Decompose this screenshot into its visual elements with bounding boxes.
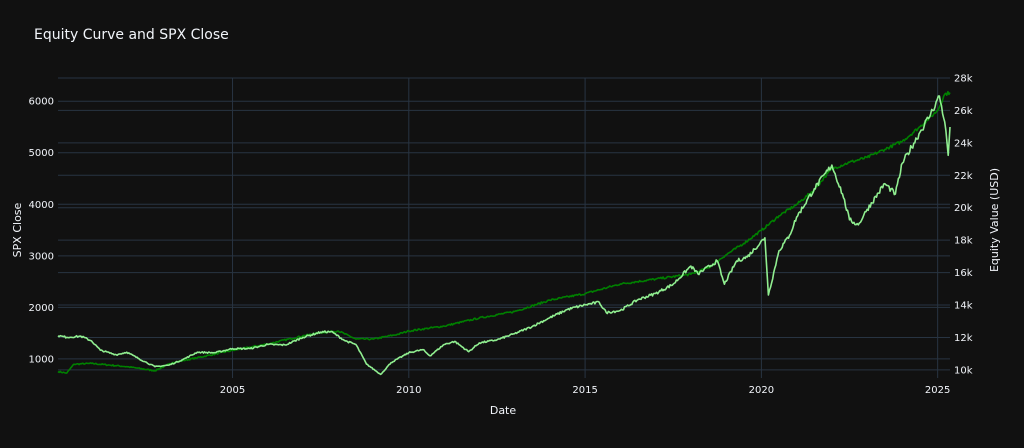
x-tick-label: 2005 — [220, 385, 245, 396]
spx-close-line — [57, 95, 951, 376]
y-right-tick-label: 16k — [954, 268, 973, 279]
y-left-tick-label: 6000 — [29, 97, 54, 108]
y-left-tick-label: 2000 — [29, 303, 54, 314]
series-layer — [57, 90, 951, 376]
x-axis-title: Date — [490, 404, 517, 417]
y-left-tick-label: 4000 — [29, 200, 54, 211]
y-right-tick-label: 26k — [954, 106, 973, 117]
y-right-tick-label: 28k — [954, 74, 973, 85]
y-right-tick-label: 10k — [954, 365, 973, 376]
chart-title: Equity Curve and SPX Close — [34, 27, 229, 43]
y-right-tick-label: 22k — [954, 171, 973, 182]
x-tick-label: 2020 — [749, 385, 774, 396]
y-right-tick-label: 18k — [954, 236, 973, 247]
x-tick-label: 2010 — [396, 385, 421, 396]
y-left-tick-label: 3000 — [29, 251, 54, 262]
equity-value-line — [57, 90, 951, 374]
x-tick-label: 2025 — [925, 385, 950, 396]
y-axis-right-title: Equity Value (USD) — [988, 168, 1001, 272]
y-axis-left-title: SPX Close — [11, 202, 24, 257]
y-left-tick-label: 5000 — [29, 148, 54, 159]
y-right-tick-label: 20k — [954, 203, 973, 214]
y-left-tick-label: 1000 — [29, 354, 54, 365]
tick-layer: 2005 2010 2015 2020 2025 1000 2000 3000 4000 5000… — [29, 74, 973, 397]
y-right-tick-label: 12k — [954, 333, 973, 344]
x-tick-label: 2015 — [572, 385, 597, 396]
y-right-tick-label: 14k — [954, 301, 973, 312]
y-right-tick-label: 24k — [954, 138, 973, 149]
